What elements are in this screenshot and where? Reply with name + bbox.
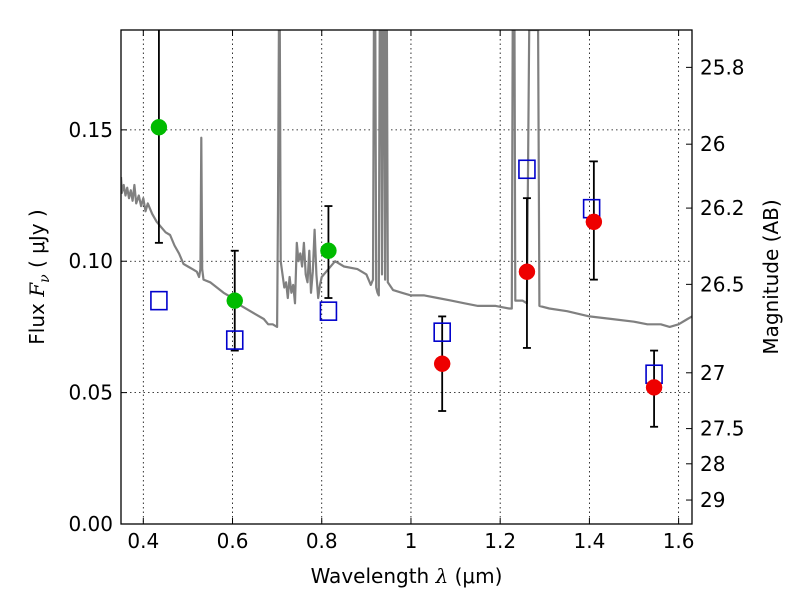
model-photometry-square xyxy=(319,301,338,321)
x-tick-label: 1.6 xyxy=(663,529,695,553)
model-photometry-square xyxy=(518,159,536,180)
errorbar-layer xyxy=(154,30,659,428)
x-tick-label: 0.8 xyxy=(306,529,338,553)
y-tick-label: 0.05 xyxy=(68,381,113,405)
plot-frame xyxy=(120,29,693,525)
green-data-point xyxy=(320,242,337,259)
model-photometry-square xyxy=(225,330,244,350)
x-tick-label: 0.4 xyxy=(127,529,159,553)
green-data-point xyxy=(226,292,244,309)
x-tick-label: 1.2 xyxy=(484,529,516,553)
red-data-point xyxy=(585,213,603,231)
x-tick-label: 0.6 xyxy=(217,529,249,553)
green-data-point xyxy=(150,118,168,136)
grid-lines xyxy=(121,30,692,524)
spectrum-layer xyxy=(121,30,692,328)
y-axis-label: Flux Fν ( μJy ) xyxy=(25,209,53,344)
red-data-point xyxy=(433,355,451,372)
red-data-point xyxy=(518,263,536,280)
model-photometry-square xyxy=(150,290,168,311)
y2-tick-label: 27.5 xyxy=(700,417,745,441)
axis-ticks: 0.4 0.6 0.8 1 1.2 1.4 1.6 0.00 0.05 0.10 0.15 25.8 2… xyxy=(68,30,745,553)
y-axis-label-text: Flux Fν ( μJy ) xyxy=(25,209,53,344)
y-tick-label: 0.00 xyxy=(68,512,113,536)
y2-tick-label: 26.5 xyxy=(700,272,745,296)
spectrum-line xyxy=(121,30,692,328)
y2-tick-label: 26 xyxy=(700,132,725,156)
y2-tick-label: 25.8 xyxy=(700,55,745,79)
y2-axis-label: Magnitude (AB) xyxy=(759,199,783,354)
y2-tick-label: 27 xyxy=(700,361,725,385)
x-axis-label: Wavelength λ (μm) xyxy=(311,564,503,588)
y2-tick-label: 29 xyxy=(700,488,725,512)
x-tick-label: 1 xyxy=(405,529,418,553)
y2-tick-label: 26.2 xyxy=(700,196,745,220)
model-photometry-square xyxy=(433,322,451,342)
y2-tick-label: 28 xyxy=(700,452,725,476)
x-axis-label-text: Wavelength λ (μm) xyxy=(311,564,503,588)
marker-layer xyxy=(150,118,663,396)
y-tick-label: 0.15 xyxy=(68,118,113,142)
x-tick-label: 1.4 xyxy=(573,529,605,553)
red-data-point xyxy=(645,379,663,396)
y-tick-label: 0.10 xyxy=(68,249,113,273)
